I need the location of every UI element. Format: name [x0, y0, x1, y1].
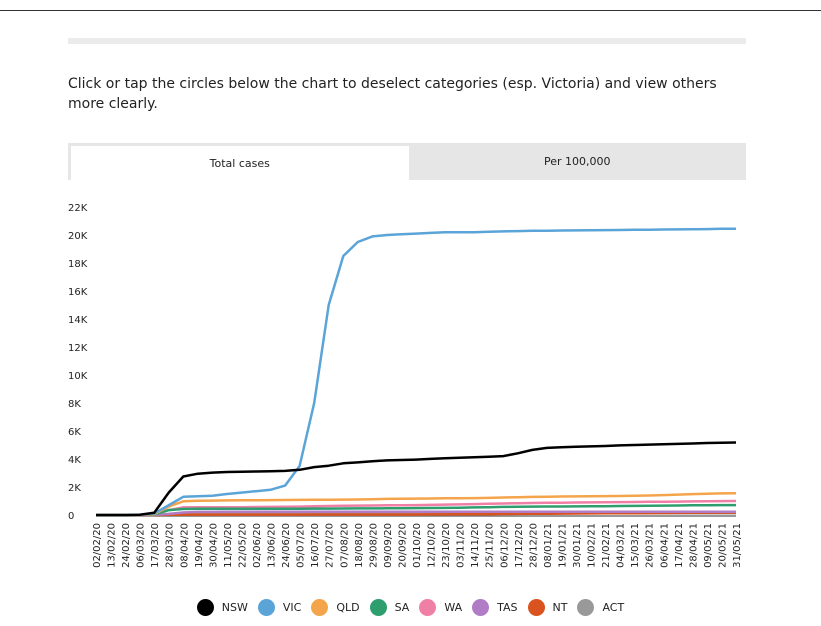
header-divider-bar [68, 38, 746, 44]
x-tick-label: 08/04/20 [179, 523, 190, 568]
x-tick-label: 02/06/20 [252, 523, 263, 568]
y-tick-label: 4K [68, 455, 81, 466]
legend-circle-icon[interactable] [577, 598, 595, 616]
x-tick-label: 19/04/20 [194, 523, 205, 568]
line-chart: 0 2K 4K 6K 8K 10K 12K 14K 16K 18K 20K 22K 02/02/20 1… [68, 203, 743, 568]
x-tick-label: 11/05/20 [223, 523, 234, 568]
x-tick-label: 10/02/21 [587, 523, 598, 568]
y-tick-label: 18K [68, 259, 88, 270]
x-tick-label: 27/07/20 [325, 523, 336, 568]
x-tick-label: 22/05/20 [237, 523, 248, 568]
x-tick-label: 06/03/20 [136, 523, 147, 568]
series-line-qld[interactable] [96, 491, 737, 517]
x-tick-label: 17/04/21 [674, 523, 685, 568]
x-tick-label: 29/08/20 [368, 523, 379, 568]
legend: NSW VIC QLD SA WA TAS NT ACT [0, 596, 821, 618]
x-tick-label: 14/11/20 [470, 523, 481, 568]
x-tick-label: 13/06/20 [267, 523, 278, 568]
legend-label: NSW [221, 600, 248, 614]
series-line-nsw[interactable] [96, 441, 737, 517]
x-tick-label: 03/11/20 [456, 523, 467, 568]
tab-per-100000[interactable]: Per 100,000 [543, 155, 611, 168]
x-tick-label: 05/07/20 [296, 523, 307, 568]
series-lines[interactable] [96, 227, 737, 517]
x-tick-label: 17/12/20 [514, 523, 525, 568]
legend-item-vic[interactable]: VIC [257, 598, 302, 616]
x-tick-label: 21/02/21 [601, 523, 612, 568]
y-tick-label: 12K [68, 343, 88, 354]
x-tick-label: 20/09/20 [397, 523, 408, 568]
x-tick-label: 07/08/20 [339, 523, 350, 568]
x-tick-label: 02/02/20 [92, 523, 103, 568]
y-tick-label: 2K [68, 483, 81, 494]
x-tick-label: 30/04/20 [208, 523, 219, 568]
x-tick-label: 01/10/20 [412, 523, 423, 568]
top-rule [0, 10, 821, 11]
series-line-wa[interactable] [96, 499, 737, 517]
legend-label: WA [444, 600, 463, 614]
intro-text: Click or tap the circles below the chart… [68, 76, 717, 112]
x-tick-label: 26/03/21 [645, 523, 656, 568]
legend-label: SA [394, 600, 410, 614]
legend-circle-icon[interactable] [311, 598, 329, 616]
series-line-nt[interactable] [96, 511, 736, 517]
x-tick-label: 06/12/20 [499, 523, 510, 568]
x-tick-label: 28/04/21 [688, 523, 699, 568]
legend-label: ACT [602, 600, 625, 614]
y-tick-label: 22K [68, 203, 88, 214]
x-tick-label: 09/05/21 [703, 523, 714, 568]
x-tick-label: 13/02/20 [107, 523, 118, 568]
y-tick-label: 20K [68, 231, 88, 242]
legend-item-wa[interactable]: WA [419, 598, 463, 616]
legend-circle-icon[interactable] [472, 598, 490, 616]
series-line-vic[interactable] [96, 227, 737, 517]
legend-label: NT [552, 600, 568, 614]
legend-circle-icon[interactable] [527, 598, 545, 616]
x-tick-label: 15/03/21 [630, 523, 641, 568]
x-tick-label: 24/06/20 [281, 523, 292, 568]
series-line-tas[interactable] [96, 510, 736, 517]
x-tick-label: 31/05/21 [732, 523, 743, 568]
legend-circle-icon[interactable] [196, 598, 214, 616]
x-tick-label: 06/04/21 [659, 523, 670, 568]
legend-item-nsw[interactable]: NSW [196, 598, 248, 616]
y-tick-label: 8K [68, 399, 81, 410]
x-tick-label: 12/10/20 [427, 523, 438, 568]
x-tick-label: 16/07/20 [310, 523, 321, 568]
legend-label: TAS [497, 600, 518, 614]
x-tick-label: 08/01/21 [543, 523, 554, 568]
y-tick-label: 14K [68, 315, 88, 326]
legend-item-sa[interactable]: SA [369, 598, 410, 616]
y-axis: 0 2K 4K 6K 8K 10K 12K 14K 16K 18K 20K 22K [68, 203, 88, 522]
legend-item-qld[interactable]: QLD [311, 598, 360, 616]
legend-circle-icon[interactable] [257, 598, 275, 616]
y-tick-label: 10K [68, 371, 88, 382]
x-tick-label: 17/03/20 [150, 523, 161, 568]
x-tick-label: 09/09/20 [383, 523, 394, 568]
legend-circle-icon[interactable] [419, 598, 437, 616]
legend-item-nt[interactable]: NT [527, 598, 568, 616]
x-axis: 02/02/20 13/02/20 24/02/20 06/03/20 17/03/20… [92, 515, 743, 568]
x-tick-label: 23/10/20 [441, 523, 452, 568]
x-tick-label: 18/08/20 [354, 523, 365, 568]
y-tick-label: 16K [68, 287, 88, 298]
legend-item-tas[interactable]: TAS [472, 598, 518, 616]
x-tick-label: 04/03/21 [616, 523, 627, 568]
y-tick-label: 6K [68, 427, 81, 438]
series-line-sa[interactable] [96, 503, 736, 517]
y-tick-label: 0 [68, 511, 74, 522]
x-tick-label: 20/05/21 [717, 523, 728, 568]
x-tick-label: 19/01/21 [557, 523, 568, 568]
legend-label: VIC [282, 600, 302, 614]
legend-circle-icon[interactable] [369, 598, 387, 616]
chart-tabs: Total cases Per 100,000 [68, 143, 746, 180]
x-tick-label: 25/11/20 [485, 523, 496, 568]
legend-label: QLD [336, 600, 360, 614]
tab-total-cases[interactable]: Total cases [71, 146, 409, 180]
x-tick-label: 28/12/20 [528, 523, 539, 568]
x-tick-label: 28/03/20 [165, 523, 176, 568]
x-tick-label: 24/02/20 [121, 523, 132, 568]
x-tick-label: 30/01/21 [572, 523, 583, 568]
legend-item-act[interactable]: ACT [577, 598, 625, 616]
